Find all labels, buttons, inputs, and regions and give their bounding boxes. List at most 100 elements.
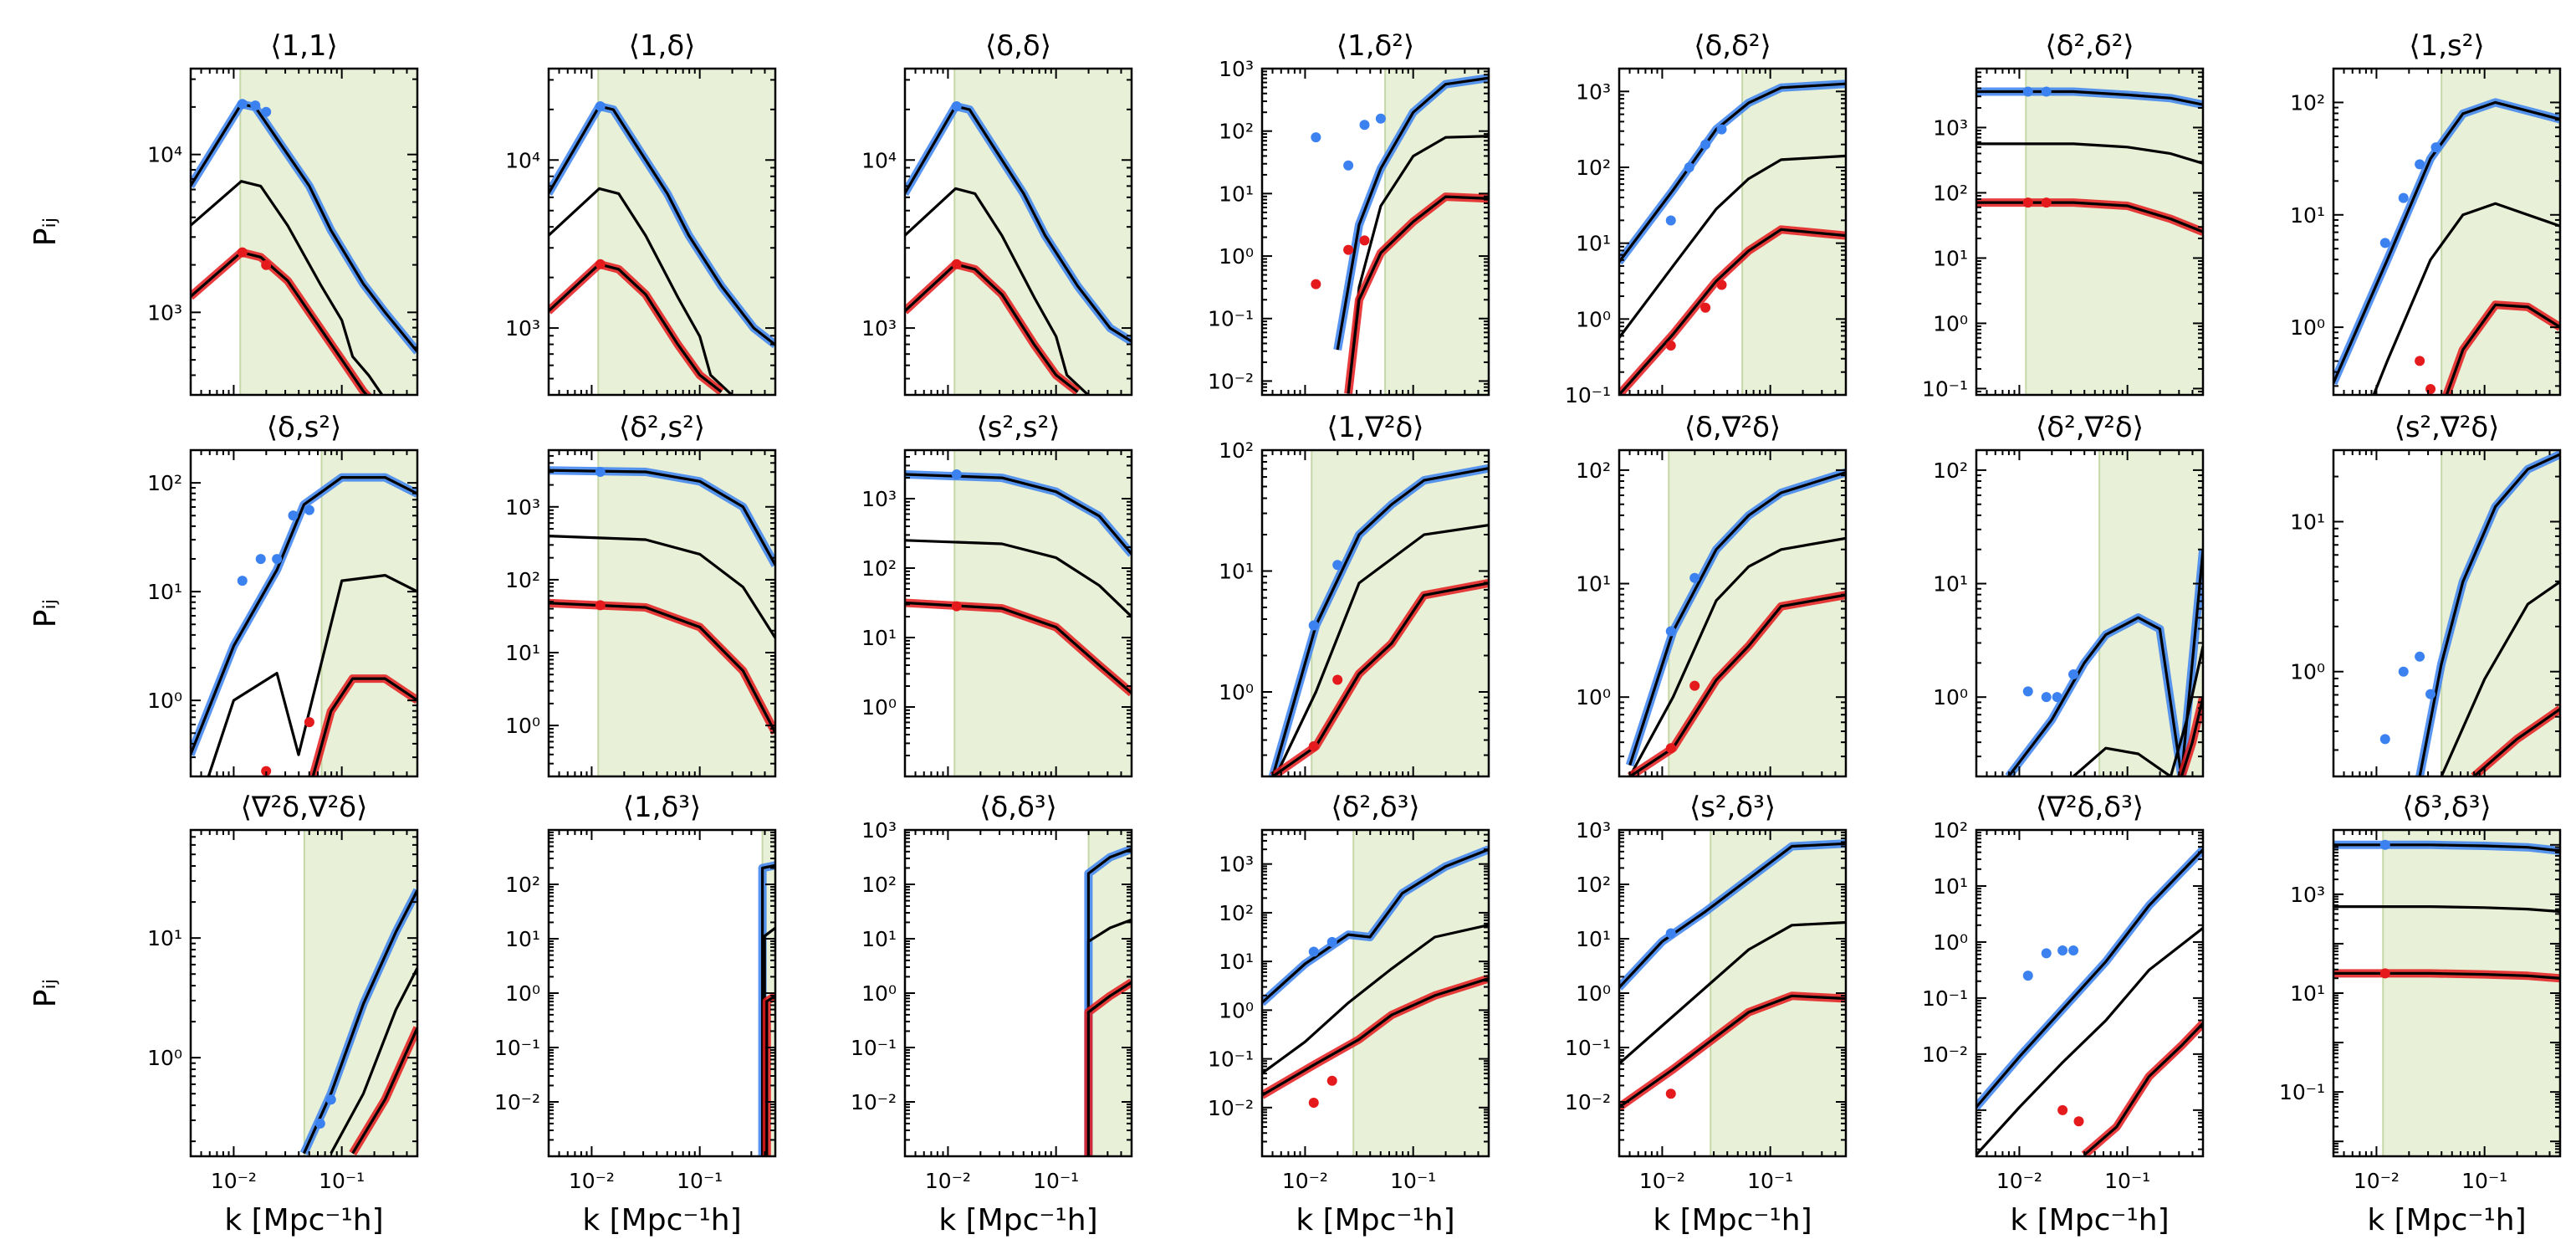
blue-point bbox=[1375, 113, 1386, 124]
x-tick-label: 10⁻¹ bbox=[1747, 1169, 1793, 1193]
red-point bbox=[1326, 1075, 1337, 1086]
panel-18: 10⁻² 10⁻¹ 10⁰ 10¹ 10² 10³ 10⁻² 10⁻¹ k [Mpc⁻¹h] ⟨δ… bbox=[1208, 791, 1490, 1237]
red-point bbox=[1343, 244, 1354, 255]
y-tick-label: 10⁰ bbox=[1933, 930, 1968, 955]
y-tick-label: 10¹ bbox=[1576, 572, 1611, 597]
blue-point bbox=[255, 554, 266, 565]
blue-point bbox=[2379, 839, 2390, 850]
x-tick-label: 10⁻² bbox=[2354, 1169, 2400, 1193]
y-tick-label: 10⁴ bbox=[861, 148, 897, 172]
blue-point bbox=[1332, 560, 1343, 571]
series-line-1 bbox=[1619, 842, 1846, 989]
blue-point bbox=[2398, 666, 2409, 677]
blue-point bbox=[325, 1094, 336, 1105]
series-line-3 bbox=[1086, 981, 1132, 1156]
y-tick-label: 10⁻¹ bbox=[2279, 1080, 2325, 1104]
blue-point bbox=[2041, 948, 2052, 959]
blue-point bbox=[1700, 139, 1711, 150]
blue-point bbox=[2068, 669, 2079, 680]
blue-point bbox=[2022, 971, 2033, 981]
plot-area bbox=[1619, 839, 1846, 1111]
series-line-3 bbox=[1619, 228, 1846, 395]
y-tick-label: 10³ bbox=[147, 300, 182, 325]
panel-title: ⟨1,δ²⟩ bbox=[1337, 29, 1414, 63]
validity-region bbox=[2383, 830, 2560, 1156]
y-tick-label: 10¹ bbox=[147, 580, 182, 604]
series-line-1 bbox=[905, 473, 1132, 556]
series-line-1 bbox=[302, 889, 417, 1155]
blue-point bbox=[1665, 215, 1676, 226]
blue-point bbox=[1343, 160, 1354, 171]
series-line-3 bbox=[549, 602, 775, 734]
red-point bbox=[951, 259, 962, 269]
red-point bbox=[1311, 279, 1321, 289]
red-point bbox=[261, 259, 272, 270]
y-tick-label: 10² bbox=[1219, 901, 1254, 925]
y-tick-label: 10³ bbox=[1219, 57, 1254, 81]
panel-frame bbox=[2332, 448, 2562, 778]
panel-title: ⟨∇²δ,δ³⟩ bbox=[2036, 791, 2144, 824]
series-line-2 bbox=[905, 187, 1090, 395]
plot-area bbox=[1084, 845, 1132, 1156]
x-axis-label: k [Mpc⁻¹h] bbox=[938, 1203, 1097, 1237]
y-tick-label: 10¹ bbox=[1219, 559, 1254, 583]
panel-17: 10⁻² 10⁻¹ 10⁰ 10¹ 10² 10³ 10⁻² 10⁻¹ k [Mpc⁻¹h] ⟨δ… bbox=[851, 791, 1133, 1237]
y-tick-label: 10⁰ bbox=[147, 1046, 182, 1070]
y-tick-label: 10³ bbox=[505, 316, 540, 341]
panel-2: 10³ 10⁴ ⟨1,δ⟩ bbox=[505, 29, 777, 397]
blue-point bbox=[951, 100, 962, 111]
x-axis-label: k [Mpc⁻¹h] bbox=[224, 1203, 383, 1237]
panel-title: ⟨δ,δ⟩ bbox=[985, 29, 1051, 63]
series-line-2 bbox=[191, 180, 384, 395]
panel-title: ⟨δ,s²⟩ bbox=[267, 411, 341, 444]
series-line-3 bbox=[2445, 303, 2560, 395]
panel-frame bbox=[547, 448, 777, 778]
red-point bbox=[237, 247, 248, 258]
red-point bbox=[1332, 674, 1343, 685]
red-point bbox=[304, 717, 314, 728]
panel-title: ⟨1,1⟩ bbox=[270, 29, 338, 63]
panel-frame bbox=[189, 828, 419, 1158]
red-point bbox=[1700, 302, 1711, 313]
panel-frame bbox=[189, 448, 419, 778]
blue-point bbox=[2041, 86, 2052, 97]
panel-title: ⟨s²,∇²δ⟩ bbox=[2395, 411, 2500, 444]
y-tick-label: 10² bbox=[505, 568, 540, 592]
y-tick-label: 10⁰ bbox=[147, 689, 182, 713]
plot-area bbox=[905, 100, 1132, 395]
y-tick-label: 10³ bbox=[861, 487, 897, 511]
panel-title: ⟨δ²,δ²⟩ bbox=[2045, 29, 2134, 63]
series-line-3 bbox=[351, 1027, 417, 1155]
red-point bbox=[1359, 235, 1370, 246]
panel-21: 10⁻¹ 10¹ 10³ 10⁻² 10⁻¹ k [Mpc⁻¹h] ⟨δ³,δ³⟩ bbox=[2279, 791, 2562, 1237]
blue-point bbox=[1311, 132, 1321, 143]
y-tick-label: 10² bbox=[1219, 438, 1254, 463]
y-tick-label: 10⁰ bbox=[505, 981, 540, 1006]
blue-point bbox=[1326, 936, 1337, 947]
red-point bbox=[2379, 968, 2390, 979]
blue-point bbox=[2430, 142, 2441, 153]
blue-point bbox=[2022, 86, 2033, 97]
x-tick-label: 10⁻¹ bbox=[2104, 1169, 2150, 1193]
y-tick-label: 10⁰ bbox=[1219, 680, 1254, 704]
red-point bbox=[2022, 197, 2033, 208]
x-axis-label: k [Mpc⁻¹h] bbox=[2010, 1203, 2169, 1237]
series-line-2 bbox=[549, 535, 775, 639]
panel-8: 10⁰ 10¹ 10² Pᵢⱼ ⟨δ,s²⟩ bbox=[28, 411, 419, 778]
y-tick-label: 10² bbox=[1576, 873, 1611, 897]
red-point bbox=[2057, 1104, 2068, 1115]
panel-title: ⟨δ,δ³⟩ bbox=[979, 791, 1057, 824]
panel-5: 10⁻¹ 10⁰ 10¹ 10² 10³ ⟨δ,δ²⟩ bbox=[1565, 29, 1848, 407]
x-tick-label: 10⁻¹ bbox=[2461, 1169, 2507, 1193]
y-tick-label: 10⁰ bbox=[1219, 244, 1254, 269]
red-point bbox=[2415, 356, 2425, 366]
panel-frame bbox=[547, 828, 777, 1158]
y-tick-label: 10³ bbox=[2290, 883, 2325, 907]
series-line-2 bbox=[2072, 645, 2203, 776]
plot-area bbox=[2333, 839, 2560, 983]
series-line-1 bbox=[1628, 471, 1846, 766]
y-tick-label: 10² bbox=[1219, 120, 1254, 144]
y-tick-label: 10⁻² bbox=[1208, 369, 1254, 393]
x-axis-label: k [Mpc⁻¹h] bbox=[1653, 1203, 1812, 1237]
y-tick-label: 10⁻¹ bbox=[1565, 1036, 1611, 1060]
